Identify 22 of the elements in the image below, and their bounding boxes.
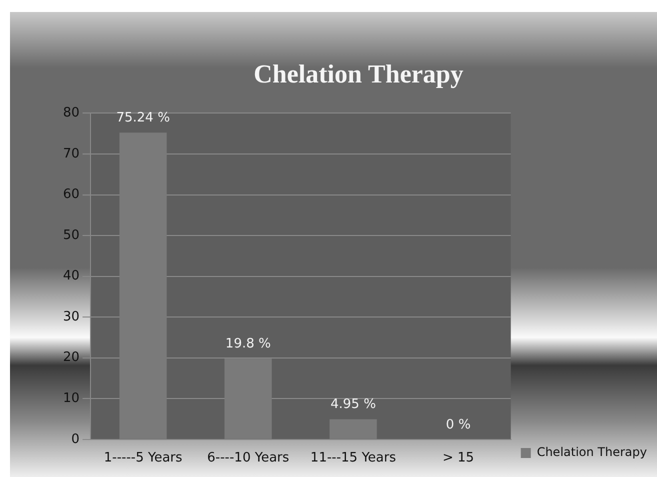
x-tick-label: 11---15 Years: [310, 450, 396, 466]
y-tick-label: 60: [62, 187, 80, 202]
y-tick-label: 80: [62, 106, 80, 121]
bar: [224, 358, 272, 439]
y-tick-label: 40: [62, 268, 80, 284]
y-tick-label: 50: [62, 228, 80, 243]
x-tick-label: 6----10 Years: [207, 450, 290, 466]
data-label: 0 %: [446, 417, 471, 432]
x-tick-label: 1-----5 Years: [104, 450, 183, 466]
y-tick-label: 0: [71, 432, 80, 447]
data-label: 19.8 %: [225, 336, 271, 352]
y-tick-label: 10: [62, 391, 80, 406]
y-tick-label: 30: [62, 309, 80, 324]
legend-label: Chelation Therapy: [536, 445, 648, 460]
y-tick-label: 20: [62, 350, 80, 366]
bar: [119, 132, 167, 439]
data-label: 4.95 %: [330, 397, 376, 412]
y-tick-label: 70: [62, 146, 80, 162]
data-label: 75.24 %: [116, 110, 170, 126]
bar: [330, 419, 377, 439]
chart-title: Chelation Therapy: [254, 59, 464, 88]
x-tick-label: > 15: [442, 450, 474, 466]
